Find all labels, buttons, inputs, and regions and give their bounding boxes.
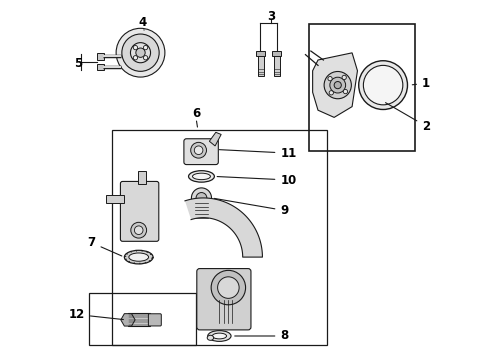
FancyBboxPatch shape	[183, 139, 218, 165]
Ellipse shape	[207, 335, 213, 340]
Bar	[112, 130, 326, 345]
Text: 1: 1	[411, 77, 429, 90]
Circle shape	[358, 61, 407, 109]
Ellipse shape	[192, 173, 210, 180]
FancyBboxPatch shape	[148, 314, 161, 326]
Text: 5: 5	[74, 57, 82, 70]
Ellipse shape	[188, 171, 214, 182]
Text: 2: 2	[385, 103, 429, 133]
Circle shape	[136, 48, 145, 57]
Bar	[308, 24, 414, 151]
Circle shape	[196, 193, 206, 203]
Circle shape	[363, 66, 402, 105]
Bar	[128, 314, 150, 326]
Polygon shape	[184, 198, 262, 257]
FancyBboxPatch shape	[196, 269, 250, 330]
Circle shape	[217, 277, 239, 298]
Circle shape	[116, 28, 164, 77]
Polygon shape	[312, 53, 357, 117]
Text: 8: 8	[234, 329, 288, 342]
Circle shape	[133, 55, 137, 60]
Circle shape	[190, 142, 206, 158]
Circle shape	[211, 270, 245, 305]
Circle shape	[143, 55, 147, 60]
Bar	[138, 171, 145, 184]
Bar	[106, 195, 124, 203]
Circle shape	[341, 75, 346, 80]
Circle shape	[343, 89, 347, 94]
Circle shape	[134, 226, 142, 234]
Circle shape	[130, 42, 150, 63]
Ellipse shape	[212, 333, 226, 339]
Text: 11: 11	[219, 147, 296, 159]
Text: 7: 7	[87, 236, 122, 256]
Circle shape	[327, 77, 331, 81]
Circle shape	[328, 91, 333, 95]
Circle shape	[131, 222, 146, 238]
Polygon shape	[121, 314, 135, 326]
Circle shape	[143, 45, 147, 50]
Bar	[271, 51, 281, 56]
Circle shape	[191, 188, 211, 208]
Text: 6: 6	[192, 107, 200, 120]
Text: 4: 4	[138, 16, 146, 29]
Bar	[88, 293, 196, 345]
Ellipse shape	[128, 253, 148, 261]
Ellipse shape	[207, 330, 230, 341]
Circle shape	[324, 72, 351, 99]
Text: 3: 3	[267, 10, 275, 23]
Text: 10: 10	[217, 174, 296, 186]
Text: 12: 12	[68, 308, 123, 321]
Circle shape	[329, 77, 345, 93]
Circle shape	[133, 45, 137, 50]
Polygon shape	[209, 132, 221, 146]
Circle shape	[122, 34, 159, 71]
FancyBboxPatch shape	[120, 181, 159, 241]
Bar	[97, 64, 104, 70]
Bar	[273, 53, 279, 76]
Circle shape	[194, 146, 203, 154]
Bar	[255, 51, 265, 56]
Bar	[257, 53, 263, 76]
Ellipse shape	[124, 250, 153, 264]
Text: 9: 9	[214, 198, 288, 217]
Circle shape	[333, 81, 341, 89]
Bar	[97, 53, 104, 59]
